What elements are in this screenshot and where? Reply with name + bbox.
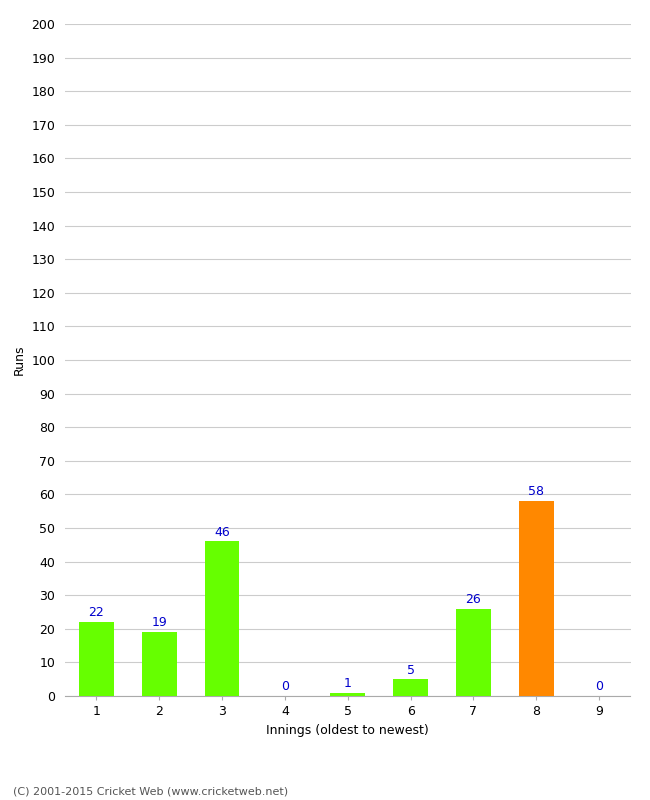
Bar — [393, 679, 428, 696]
X-axis label: Innings (oldest to newest): Innings (oldest to newest) — [266, 723, 429, 737]
Bar — [519, 501, 554, 696]
Text: 0: 0 — [281, 680, 289, 694]
Text: 0: 0 — [595, 680, 603, 694]
Text: (C) 2001-2015 Cricket Web (www.cricketweb.net): (C) 2001-2015 Cricket Web (www.cricketwe… — [13, 786, 288, 796]
Text: 19: 19 — [151, 617, 167, 630]
Bar — [205, 542, 239, 696]
Text: 22: 22 — [88, 606, 104, 619]
Y-axis label: Runs: Runs — [13, 345, 26, 375]
Bar — [330, 693, 365, 696]
Text: 26: 26 — [465, 593, 481, 606]
Bar — [142, 632, 177, 696]
Text: 1: 1 — [344, 677, 352, 690]
Text: 58: 58 — [528, 486, 544, 498]
Text: 5: 5 — [407, 663, 415, 677]
Text: 46: 46 — [214, 526, 230, 538]
Bar — [79, 622, 114, 696]
Bar — [456, 609, 491, 696]
